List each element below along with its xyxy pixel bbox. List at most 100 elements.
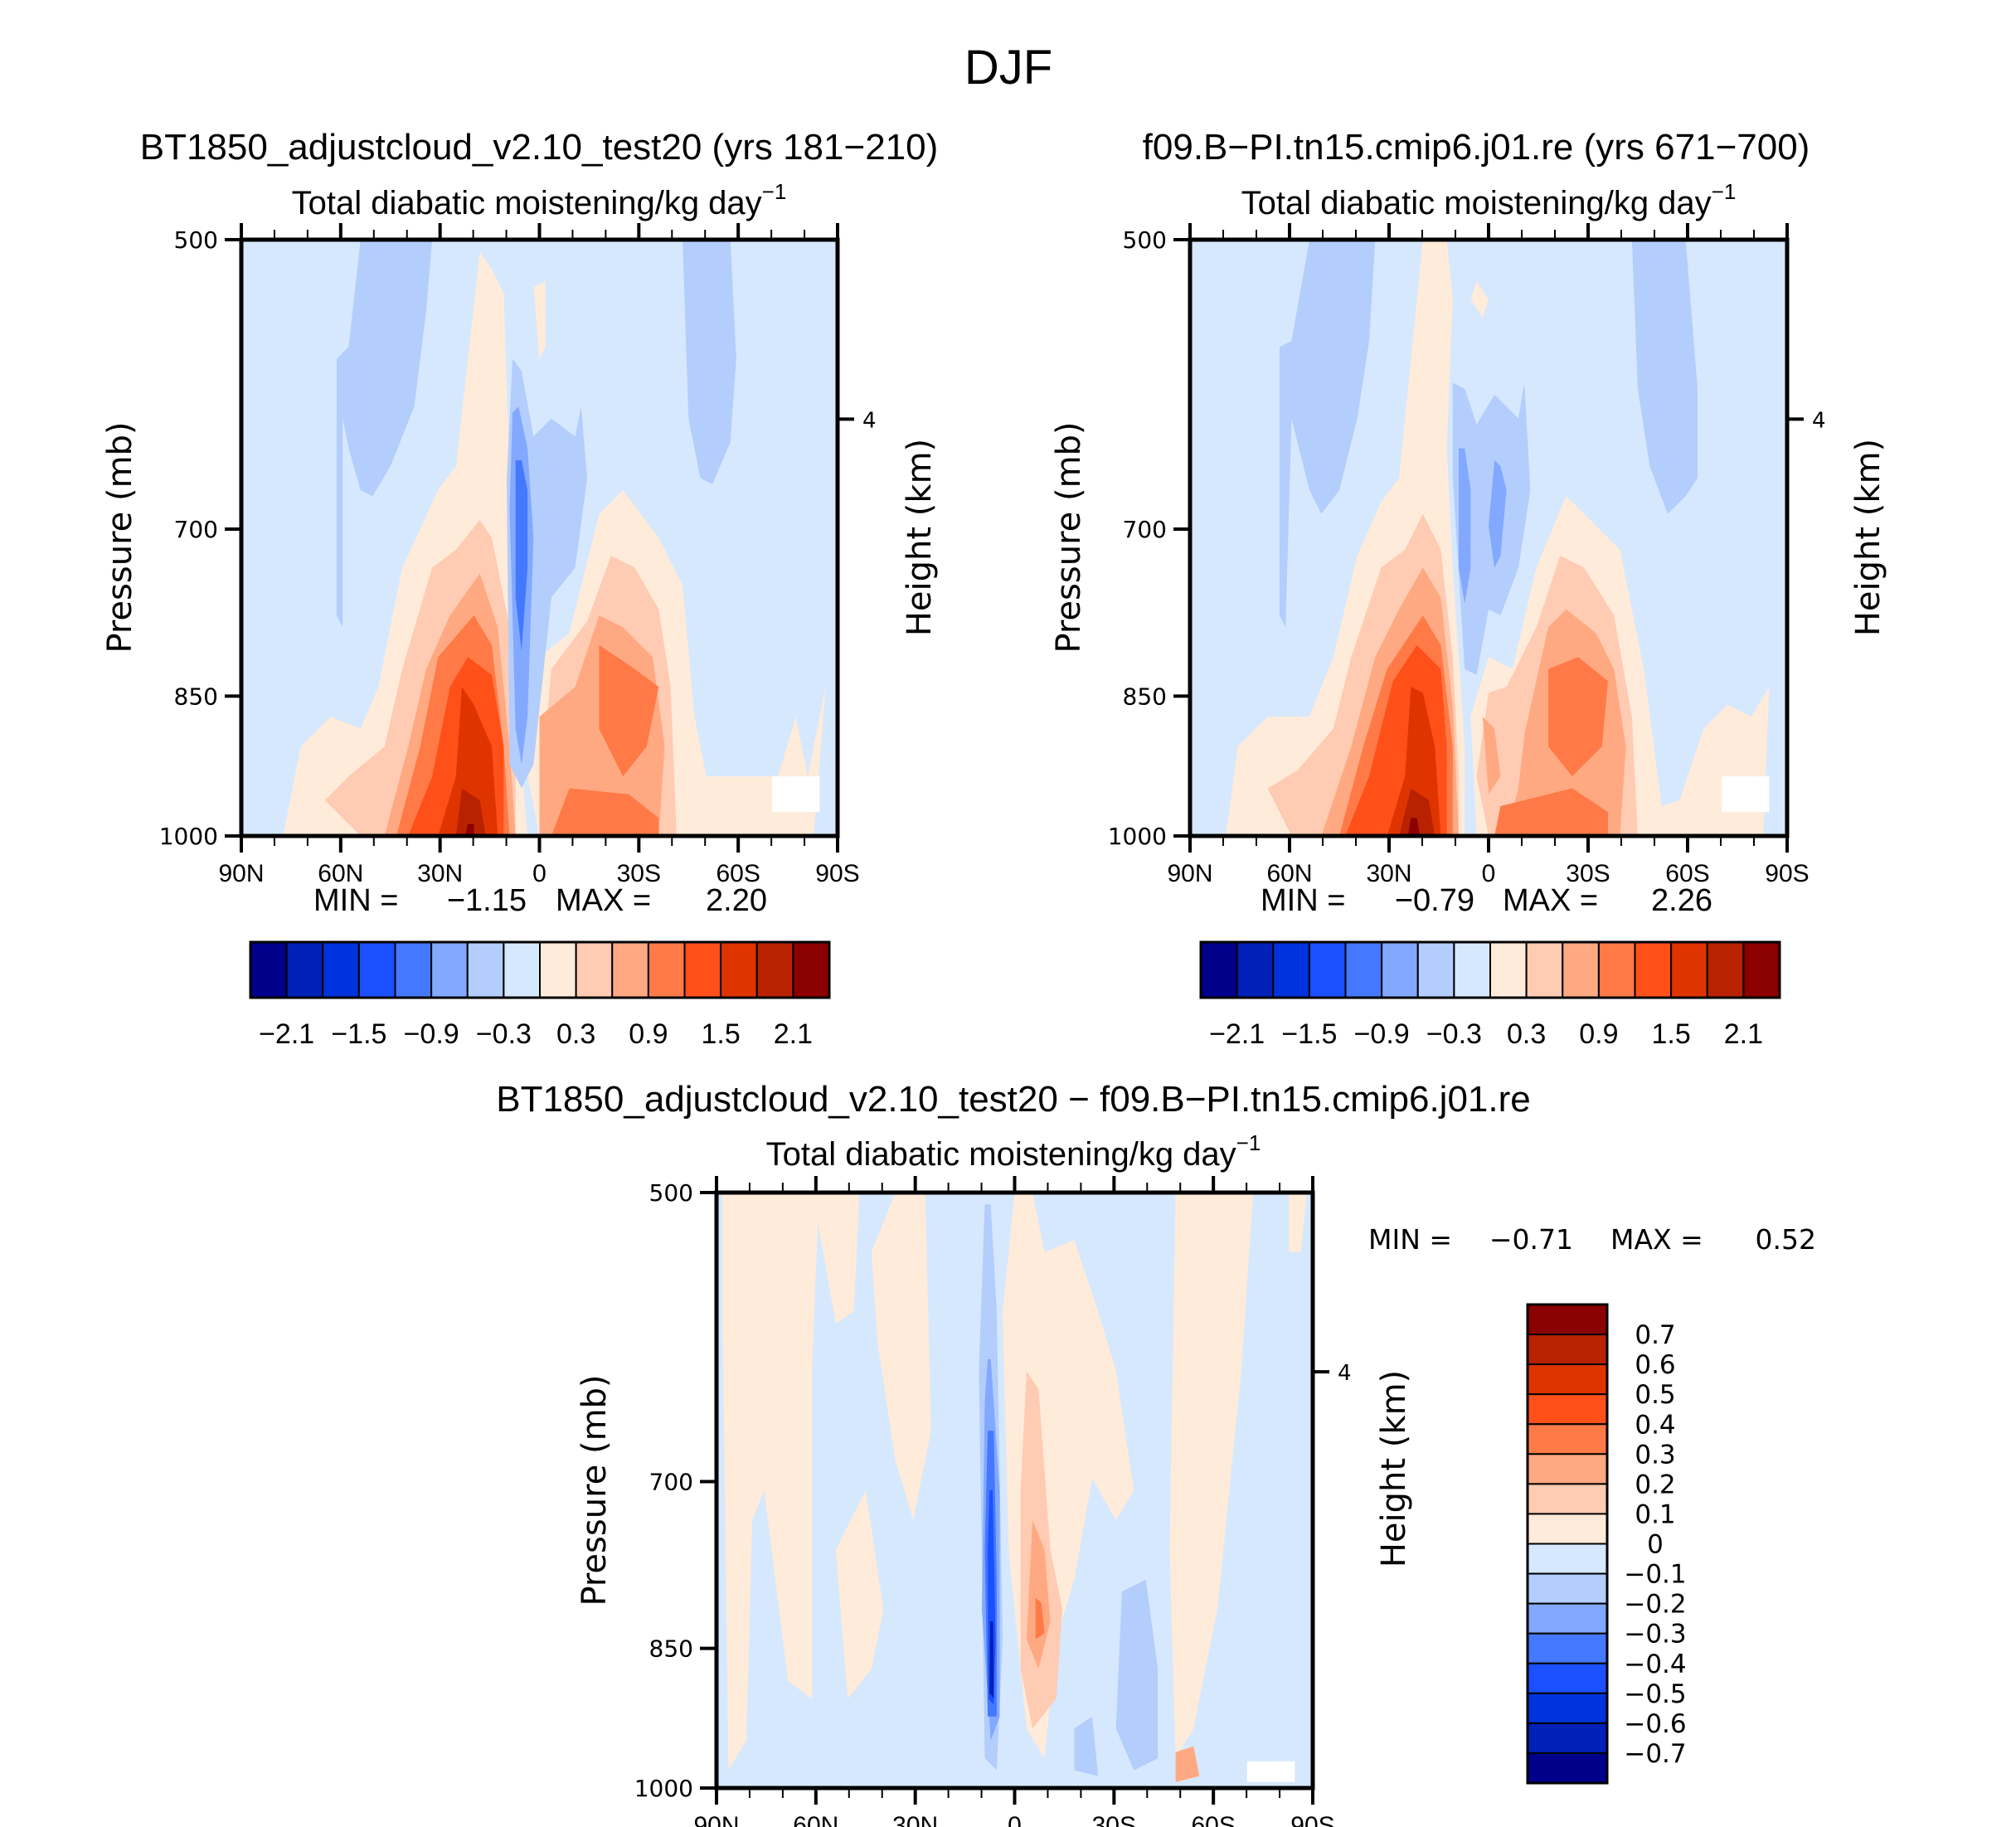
colorbar-frame (249, 940, 831, 999)
missing-data-region (1246, 1761, 1295, 1782)
y-axis-right-label: Height (km) (1375, 1370, 1413, 1567)
colorbar-tick-label: 0.5 (1635, 1380, 1675, 1410)
contour-region (551, 788, 659, 836)
colorbar-swatch (1527, 1662, 1608, 1694)
y-right-tick-label: 4 (1338, 1361, 1352, 1386)
colorbar-tick-label: −0.7 (1624, 1739, 1686, 1769)
colorbar-swatch (250, 941, 288, 999)
colorbar-tick-label: 0.7 (1635, 1320, 1675, 1350)
x-tick-label: 90N (693, 1812, 739, 1827)
colorbar-swatch (503, 941, 541, 999)
colorbar-swatch (1527, 1334, 1608, 1366)
colorbar-swatch (1525, 941, 1564, 999)
x-tick-label: 30N (892, 1812, 938, 1827)
colorbar-swatch (1527, 1572, 1608, 1605)
x-tick-label: 0 (532, 860, 547, 887)
colorbar-swatch (1527, 1722, 1608, 1754)
y-tick-label: 850 (1123, 683, 1167, 710)
contour-region (1169, 1193, 1254, 1759)
axes: 90N 60N 30N 0 30S 60S 90S 500 700 850 1000 4 (1108, 223, 1826, 887)
colorbar-swatch (1272, 941, 1310, 999)
max-value: 0.52 (1756, 1223, 1816, 1256)
colorbar-tick-label: −0.4 (1624, 1650, 1686, 1679)
y-tick-label: 1000 (634, 1775, 693, 1802)
max-value: 2.26 (1651, 883, 1712, 918)
min-label: MIN = (1368, 1223, 1452, 1256)
colorbar-swatch (1527, 1423, 1608, 1455)
colorbar-swatch (683, 941, 722, 999)
min-value: −0.71 (1489, 1223, 1573, 1256)
contour-region (1175, 1746, 1200, 1782)
colorbar-swatch (1308, 941, 1347, 999)
x-tick-label: 90S (815, 860, 859, 887)
contour-region (455, 788, 486, 836)
x-tick-label: 60S (1665, 860, 1709, 887)
panel-title: BT1850_adjustcloud_v2.10_test20 − f09.B−… (496, 1079, 1531, 1120)
x-tick-label: 0 (1008, 1812, 1022, 1827)
colorbar-tick-label: −0.5 (1624, 1679, 1686, 1709)
y-tick-label: 850 (174, 683, 218, 710)
colorbar-tick-label: 0.9 (629, 1018, 668, 1050)
contour-region (871, 1193, 931, 1520)
colorbar-swatch (1527, 1393, 1608, 1426)
colorbar-tick-label: 0.9 (1579, 1018, 1618, 1050)
colorbar-swatch (1236, 941, 1275, 999)
axes: 90N 60N 30N 0 30S 60S 90S 500 700 850 1000 4 (159, 223, 877, 887)
contour-field (241, 240, 838, 836)
colorbar-tick-label: −0.3 (1624, 1620, 1686, 1650)
contour-region (1026, 1519, 1051, 1669)
x-tick-label: 60S (1191, 1812, 1235, 1827)
contour-region (722, 1193, 860, 1771)
colorbar-tick-label: −1.5 (1281, 1018, 1337, 1050)
colorbar-tick-label: −0.3 (1426, 1018, 1482, 1050)
axes: 90N 60N 30N 0 30S 60S 90S 500 700 850 1000 4 (634, 1176, 1352, 1827)
colorbar-tick-label: −0.1 (1624, 1560, 1686, 1590)
y-right-tick-label: 4 (1812, 408, 1826, 433)
contour-region (533, 281, 546, 359)
colorbar-frame (1199, 940, 1781, 999)
max-value: 2.20 (706, 883, 767, 918)
contour-region (464, 824, 474, 836)
min-label: MIN = (1261, 883, 1345, 918)
colorbar-swatch (1527, 1483, 1608, 1515)
colorbar-tick-label: 0.3 (1507, 1018, 1546, 1050)
colorbar-swatch (1742, 941, 1780, 999)
colorbar-swatch (394, 941, 433, 999)
contour-region (1482, 717, 1501, 794)
contour-region (1548, 657, 1608, 777)
colorbar-tick-label: 0.4 (1635, 1410, 1675, 1440)
colorbar-swatch (755, 941, 794, 999)
colorbar-tick-label: −0.9 (1354, 1018, 1410, 1050)
y-tick-label: 500 (1123, 226, 1167, 254)
colorbar-swatch (1706, 941, 1745, 999)
y-tick-label: 1000 (1108, 823, 1167, 850)
contour-region (1074, 1716, 1099, 1776)
x-tick-label: 90N (218, 860, 264, 887)
colorbar-tick-label: −0.3 (476, 1018, 532, 1050)
y-tick-label: 1000 (159, 823, 218, 850)
colorbar-swatch (1527, 1543, 1608, 1575)
max-label: MAX = (1503, 883, 1598, 918)
contour-region (1399, 788, 1435, 836)
colorbar-swatch (1562, 941, 1600, 999)
contour-region (1470, 281, 1489, 318)
x-tick-label: 30S (617, 860, 661, 887)
y-tick-label: 500 (174, 226, 218, 254)
colorbar-swatch (1381, 941, 1419, 999)
y-axis-label: Pressure (mb) (576, 1374, 614, 1606)
contour-region (1280, 240, 1376, 628)
colorbar-swatch (1527, 1632, 1608, 1664)
y-axis-right-label: Height (km) (1849, 439, 1887, 636)
contour-region (1407, 818, 1421, 836)
x-tick-label: 90S (1765, 860, 1809, 887)
contour-region (1494, 788, 1608, 836)
max-label: MAX = (1610, 1223, 1703, 1256)
contour-region (1035, 1597, 1045, 1640)
contour-region (1115, 1579, 1159, 1771)
panel-title: BT1850_adjustcloud_v2.10_test20 (yrs 181… (140, 127, 939, 168)
colorbar-swatch (430, 941, 469, 999)
min-value: −0.79 (1395, 883, 1474, 918)
x-tick-label: 60S (716, 860, 760, 887)
min-value: −1.15 (447, 883, 527, 918)
